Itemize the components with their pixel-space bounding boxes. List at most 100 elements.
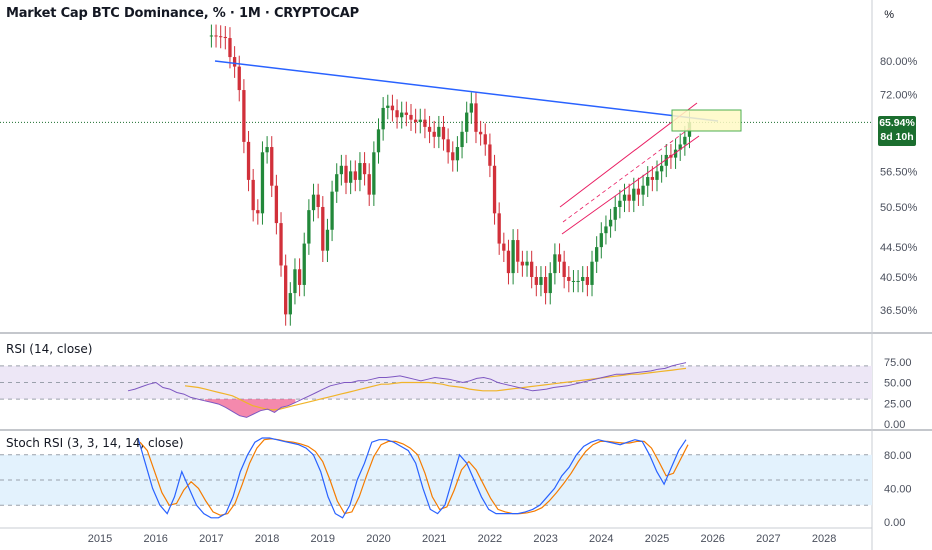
candle-body xyxy=(446,139,450,153)
candle-body xyxy=(316,194,320,207)
candle-body xyxy=(390,105,395,111)
candle-body xyxy=(618,200,622,207)
candle-body xyxy=(418,119,422,123)
candle-body xyxy=(553,254,557,274)
time-axis-tick: 2024 xyxy=(589,533,613,545)
candle-body xyxy=(539,277,543,285)
candle-body xyxy=(632,188,636,201)
candle-body xyxy=(293,269,297,294)
candle-body xyxy=(441,126,446,140)
price-scale-unit[interactable]: % xyxy=(884,9,894,21)
candle-body xyxy=(576,280,580,282)
price-axis-tick: 50.50% xyxy=(880,202,918,214)
candle-body xyxy=(297,269,302,285)
price-axis-tick: 40.50% xyxy=(880,272,918,284)
candle-body xyxy=(581,277,585,281)
candle-body xyxy=(483,134,487,145)
channel-mid-line xyxy=(562,127,691,223)
candle-body xyxy=(325,229,330,251)
candle-body xyxy=(478,131,483,135)
stoch-k-line xyxy=(137,437,687,519)
candle-body xyxy=(349,171,353,183)
candle-body xyxy=(362,163,367,175)
candle-body xyxy=(585,277,590,285)
candle-body xyxy=(641,185,645,195)
stoch-rsi-pane-label[interactable]: Stoch RSI (3, 3, 14, 14, close) xyxy=(6,436,184,450)
stoch-axis-tick: 0.00 xyxy=(884,517,905,529)
last-price-tag: 65.94% 8d 10h xyxy=(878,116,916,146)
bar-countdown: 8d 10h xyxy=(880,131,914,143)
candle-body xyxy=(260,152,265,214)
candle-body xyxy=(451,152,455,161)
time-axis-tick: 2026 xyxy=(700,533,724,545)
candle-body xyxy=(678,144,682,150)
rsi-axis-tick: 0.00 xyxy=(884,419,905,431)
candle-body xyxy=(228,38,232,58)
candle-body xyxy=(400,112,404,118)
candle-body xyxy=(465,112,469,132)
candle-body xyxy=(488,144,492,166)
candle-body xyxy=(655,171,659,180)
candle-body xyxy=(279,223,283,266)
rsi-line xyxy=(127,362,687,418)
candle-body xyxy=(595,247,599,262)
candle-body xyxy=(256,210,260,214)
channel-lower-line xyxy=(561,135,700,235)
candle-body xyxy=(571,280,576,282)
candle-body xyxy=(627,194,631,201)
time-axis-tick: 2021 xyxy=(422,533,446,545)
candle-body xyxy=(530,261,534,278)
candle-body xyxy=(543,277,548,294)
price-axis-tick: 80.00% xyxy=(880,56,918,68)
time-axis-tick: 2022 xyxy=(478,533,502,545)
candle-body xyxy=(307,210,311,244)
rsi-axis-tick: 25.00 xyxy=(884,398,912,410)
candle-body xyxy=(409,114,413,120)
candle-body xyxy=(673,149,678,158)
price-axis-tick: 36.50% xyxy=(880,305,918,317)
candle-body xyxy=(284,265,288,315)
candle-body xyxy=(423,119,427,127)
candle-body xyxy=(590,261,594,285)
candle-body xyxy=(664,154,668,166)
candle-body xyxy=(646,177,650,186)
candle-body xyxy=(344,165,348,183)
candle-body xyxy=(511,240,515,274)
candle-body xyxy=(432,131,436,137)
rsi-axis-tick: 75.00 xyxy=(884,357,912,369)
time-axis-tick: 2027 xyxy=(756,533,780,545)
candle-body xyxy=(437,126,441,137)
rsi-oversold-fill xyxy=(204,399,296,418)
time-axis-tick: 2028 xyxy=(812,533,836,545)
candle-body xyxy=(358,163,362,180)
candle-body xyxy=(455,147,460,161)
candle-body xyxy=(223,36,227,39)
rsi-pane-label[interactable]: RSI (14, close) xyxy=(6,342,93,356)
candle-body xyxy=(636,188,641,195)
rsi-axis-tick: 50.00 xyxy=(884,378,912,390)
candle-body xyxy=(395,110,399,118)
time-axis-tick: 2020 xyxy=(366,533,390,545)
candle-body xyxy=(557,254,562,262)
stoch-d-line xyxy=(139,438,689,516)
candle-body xyxy=(497,213,501,244)
time-axis-tick: 2019 xyxy=(311,533,335,545)
candle-body xyxy=(353,171,357,180)
candle-body xyxy=(251,179,255,211)
time-axis-tick: 2017 xyxy=(199,533,223,545)
candle-body xyxy=(534,277,538,285)
chart-title: Market Cap BTC Dominance, % · 1M · CRYPT… xyxy=(6,6,359,21)
target-zone-box xyxy=(671,109,742,132)
candle-body xyxy=(209,35,214,37)
candle-body xyxy=(311,194,316,211)
candle-body xyxy=(683,136,687,145)
candle-body xyxy=(506,250,511,274)
candle-body xyxy=(270,147,274,186)
candle-body xyxy=(604,226,608,234)
time-axis-tick: 2025 xyxy=(645,533,669,545)
candle-body xyxy=(367,174,371,195)
candle-body xyxy=(386,105,390,108)
candle-body xyxy=(219,36,223,38)
time-axis-tick: 2023 xyxy=(533,533,557,545)
